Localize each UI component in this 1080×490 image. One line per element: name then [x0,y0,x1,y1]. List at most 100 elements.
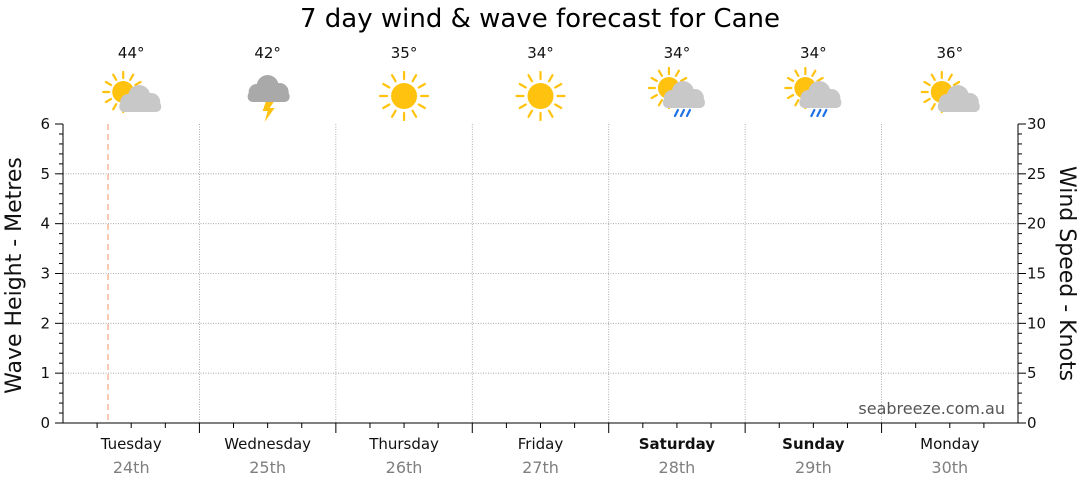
sun-ray [104,97,113,104]
sun-ray [382,82,391,89]
sunny-icon [515,70,566,122]
rain-drop [673,108,680,118]
y-left-tick-label: 0 [40,414,50,432]
y-left-tick-label: 5 [40,165,50,183]
partly-cloudy-icon [920,70,980,114]
sun-ray [794,69,800,77]
date-label: 25th [249,458,286,477]
sun-ray [527,74,534,83]
y-left-tick-label: 1 [40,364,50,382]
sun-ray [650,76,658,83]
sun-ray [650,93,658,100]
sun-ray [816,76,824,83]
temperature-label: 34° [527,44,554,62]
y-right-tick-label: 25 [1027,165,1046,183]
y-left-tick-label: 2 [40,314,50,332]
sun-shower-icon [647,66,705,118]
sun-ray [952,80,961,87]
day-label: Saturday [639,435,716,453]
y-right-axis-label: Wind Speed - Knots [1054,166,1079,381]
rain-drop [685,108,692,118]
rain-drop [810,108,816,118]
sun-ray [554,82,563,89]
cloud-base [799,97,842,108]
sun-ray [923,80,931,87]
temperature-label: 34° [800,44,827,62]
sun-disc [391,83,418,109]
rain-drop [822,108,828,118]
sun-ray [134,80,142,87]
sun-ray [518,103,527,110]
sun-ray [786,76,795,83]
y-right-tick-label: 30 [1027,115,1046,133]
sun-ray [104,80,113,87]
sun-ray [930,103,936,111]
sun-shower-icon [784,66,842,118]
sun-ray [390,74,397,83]
date-label: 24th [113,458,150,477]
sun-ray [129,73,135,81]
temperature-label: 34° [664,44,691,62]
sun-ray [112,103,118,111]
sun-ray [657,69,664,77]
date-label: 27th [522,458,559,477]
temperature-label: 36° [936,44,963,62]
sun-ray [112,73,118,81]
sun-ray [411,109,418,118]
cloud-base [119,101,162,112]
sun-ray [811,69,817,77]
y-left-axis-label: Wave Height - Metres [2,157,27,394]
sunny-icon [378,70,430,122]
sun-ray [417,103,426,110]
cloud-base [662,97,705,108]
sun-ray [547,74,554,83]
day-label: Sunday [782,435,845,453]
day-label: Wednesday [224,435,311,453]
watermark: seabreeze.com.au [858,399,1005,418]
rain-drop [816,108,822,118]
sun-ray [547,109,554,118]
lightning-bolt [262,102,275,122]
temperature-label: 44° [118,44,145,62]
date-label: 26th [386,458,423,477]
date-label: 29th [795,458,832,477]
cloud-base [937,101,980,112]
y-right-tick-label: 0 [1027,414,1037,432]
sun-ray [930,73,936,81]
day-label: Tuesday [100,435,162,453]
sun-ray [411,74,418,83]
cloud-base [247,91,290,102]
rain-drop [679,108,686,118]
date-label: 28th [659,458,696,477]
sun-disc [527,83,554,109]
y-right-tick-label: 20 [1027,215,1046,233]
temperature-label: 35° [391,44,418,62]
sun-ray [527,109,534,118]
sun-ray [554,103,563,110]
day-label: Monday [920,435,979,453]
y-left-tick-label: 4 [40,215,50,233]
chart-title: 7 day wind & wave forecast for Cane [300,4,780,34]
y-right-tick-label: 15 [1027,265,1046,283]
sun-ray [679,76,688,83]
sun-ray [786,93,795,100]
sun-ray [390,109,397,118]
y-left-tick-label: 6 [40,115,50,133]
sun-ray [657,99,664,107]
date-label: 30th [931,458,968,477]
thunderstorm-icon [247,75,290,122]
sun-ray [947,73,953,81]
y-right-tick-label: 5 [1027,364,1037,382]
day-label: Friday [518,435,564,453]
sun-ray [382,103,391,110]
y-left-tick-label: 3 [40,265,50,283]
day-label: Thursday [368,435,439,453]
temperature-label: 42° [254,44,281,62]
sun-ray [794,99,800,107]
y-right-tick-label: 10 [1027,314,1046,332]
sun-ray [923,97,931,104]
sun-ray [417,82,426,89]
partly-cloudy-icon [102,70,162,114]
sun-ray [518,82,527,89]
